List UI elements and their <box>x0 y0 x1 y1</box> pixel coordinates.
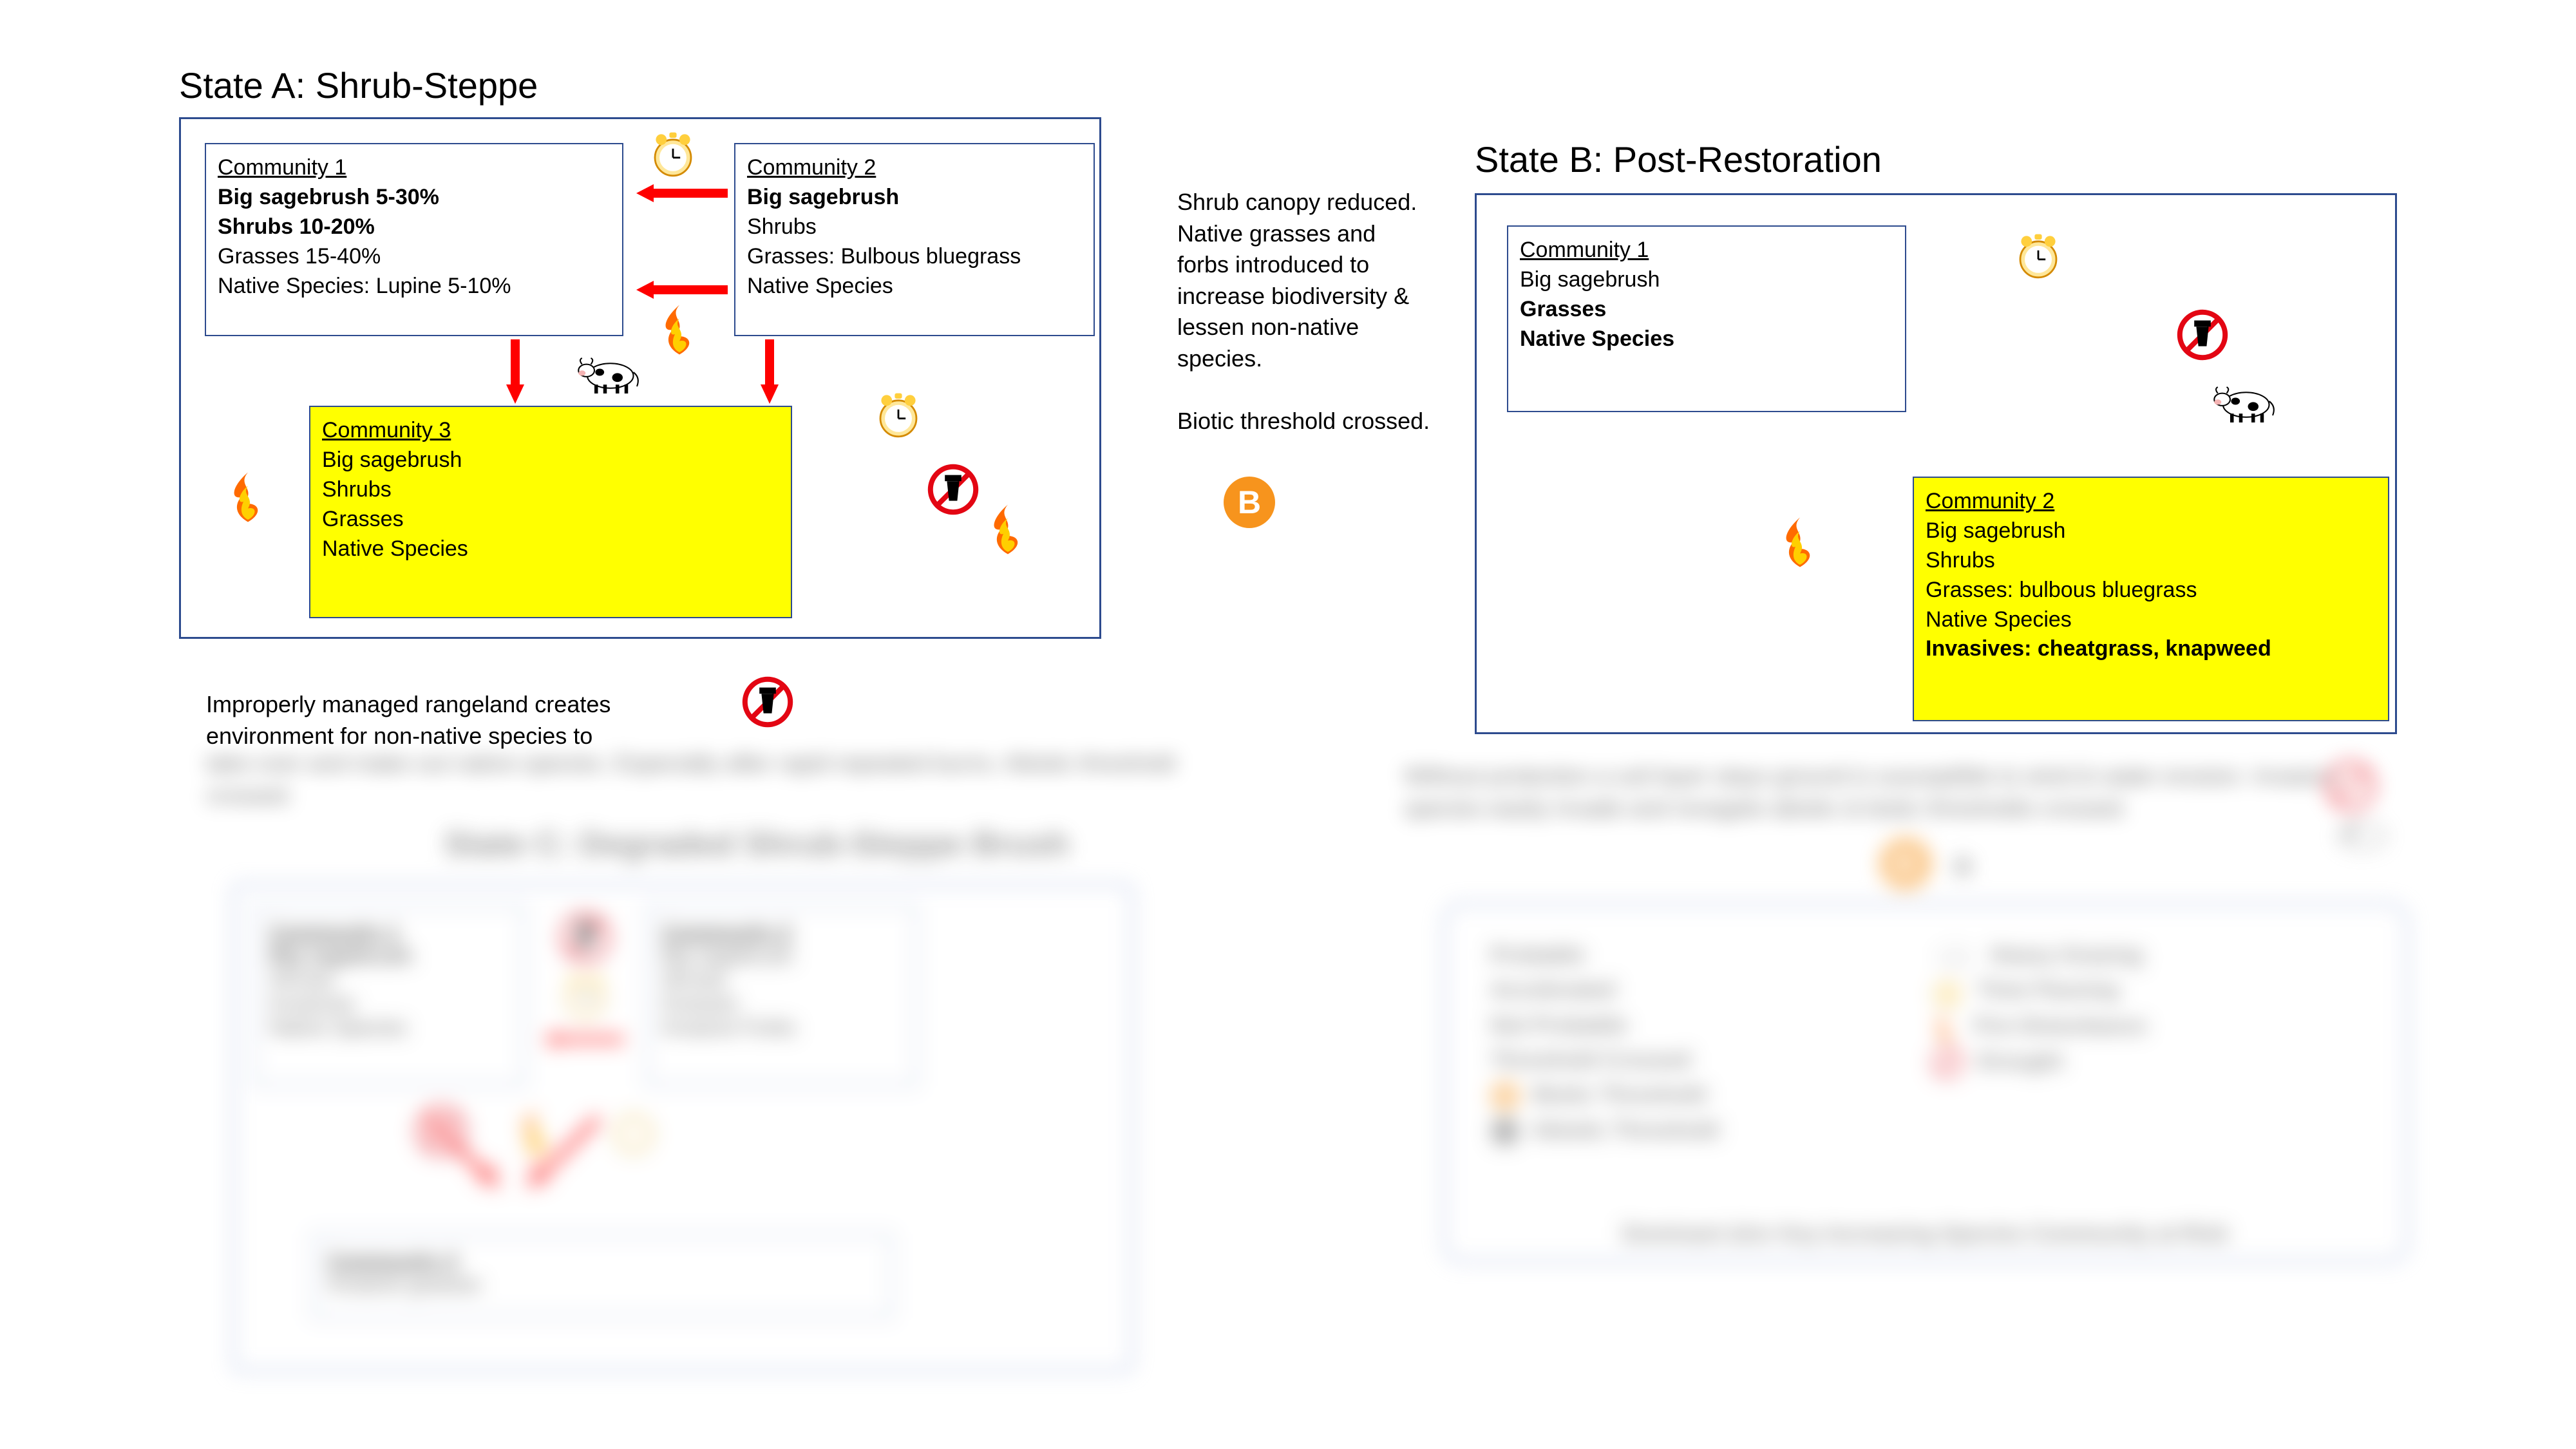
state-a-community-2: Community 2 Big sagebrush Shrubs Grasses… <box>734 143 1095 336</box>
arrow-c2-to-c1-mid <box>631 277 734 303</box>
legend-item: Probable <box>1491 938 1890 972</box>
blur-text: Without protection a soil layer stays gr… <box>1404 760 2396 825</box>
state-b-community-2: Community 2 Big sagebrush Shrubs Grasses… <box>1913 477 2389 721</box>
state-c-title: State C: Degraded Shrub-Steppe Brush <box>283 825 1230 864</box>
cow-icon <box>2209 380 2280 431</box>
community-title: Community 1 <box>1520 236 1893 265</box>
state-b-title: State B: Post-Restoration <box>1475 138 1882 180</box>
community-line: Big sagebrush <box>747 185 899 209</box>
blur-label: Grasses <box>661 992 902 1016</box>
legend-footer: Dominant &/or Key Increasing Species Com… <box>1446 1222 2405 1247</box>
community-line: Big sagebrush 5-30% <box>218 185 439 209</box>
legend-item: Abiotic Threshold <box>1491 1113 1890 1148</box>
clock-icon <box>563 970 608 1021</box>
drought-icon <box>927 464 979 515</box>
blurred-lower-left: take over and make out native species. E… <box>167 741 1230 1423</box>
community-title: Community 1 <box>218 153 611 183</box>
clock-icon <box>2016 231 2061 282</box>
text-line: forbs introduced to <box>1177 251 1369 278</box>
legend-item: Accelerated <box>1491 972 1890 1007</box>
community-line: Shrubs <box>1926 548 1995 573</box>
community-line: Grasses: bulbous bluegrass <box>1926 578 2197 602</box>
fire-icon <box>1777 515 1823 567</box>
legend-item: Not Probable <box>1491 1008 1890 1043</box>
blur-label: Big sagebrush <box>269 944 510 968</box>
blur-label: Big sagebrush <box>661 944 902 968</box>
legend-item: Heavy Grazing <box>1931 938 2318 972</box>
community-line: Grasses <box>1520 297 1606 321</box>
community-line: Big sagebrush <box>322 448 462 472</box>
arrow-c2-to-c1-top <box>631 180 734 206</box>
state-b-community-1: Community 1 Big sagebrush Grasses Native… <box>1507 225 1906 412</box>
biotic-threshold-badge-icon: B <box>1224 477 1275 528</box>
community-line: Native Species: Lupine 5-10% <box>218 274 511 298</box>
text-line: Native grasses and <box>1177 220 1376 247</box>
community-line: Native Species <box>747 274 893 298</box>
fire-icon <box>657 303 702 354</box>
community-line: Grasses <box>322 507 404 531</box>
arrow-c1-to-c3 <box>502 336 528 407</box>
community-line: Native Species <box>1520 327 1674 351</box>
blur-label: Invasives <box>269 992 510 1016</box>
blur-label: Invasive Forbs <box>661 1016 902 1039</box>
legend-item: Drought <box>1931 1044 2318 1079</box>
state-a-title: State A: Shrub-Steppe <box>179 64 538 106</box>
text-line: species. <box>1177 345 1262 372</box>
arrow-icon <box>540 1028 630 1051</box>
community-title: Community 2 <box>1926 487 2376 516</box>
community-line: Grasses 15-40% <box>218 244 381 269</box>
blur-label: Invasive grasses <box>327 1273 877 1296</box>
text-line: increase biodiversity & <box>1177 283 1409 309</box>
community-line: Grasses: Bulbous bluegrass <box>747 244 1021 269</box>
drought-icon <box>2325 760 2376 811</box>
blurred-lower-right: Without protection a soil layer stays gr… <box>1378 760 2473 1423</box>
drought-icon <box>560 912 611 963</box>
text-line: lessen non-native <box>1177 314 1359 340</box>
fire-icon <box>515 1105 560 1157</box>
blur-label: Shrubs <box>661 968 902 992</box>
drought-icon <box>742 676 793 728</box>
community-line: Shrubs 10-20% <box>218 214 375 239</box>
community-line: Shrubs <box>747 214 817 239</box>
transition-a-to-b-text: Shrub canopy reduced. Native grasses and… <box>1177 187 1448 437</box>
blur-label: Native Species <box>269 1016 510 1039</box>
biotic-threshold-badge-icon: B <box>1880 838 1931 889</box>
state-a-community-1: Community 1 Big sagebrush 5-30% Shrubs 1… <box>205 143 623 336</box>
drought-icon <box>415 1105 467 1157</box>
community-line: Native Species <box>1926 607 2072 632</box>
blur-label: Community 2 <box>661 920 902 944</box>
legend-item: Fire Disturbance <box>1931 1009 2318 1044</box>
community-line: Invasives: cheatgrass, knapweed <box>1926 636 2271 661</box>
fire-icon <box>985 502 1030 554</box>
text-line: Shrub canopy reduced. <box>1177 189 1417 215</box>
drought-icon <box>2177 309 2228 361</box>
arrow-c2-to-c3 <box>757 336 782 407</box>
community-line: Shrubs <box>322 477 392 502</box>
legend-item: B Biotic Threshold <box>1491 1077 1890 1112</box>
community-title: Community 3 <box>322 416 779 446</box>
clock-icon <box>650 129 696 180</box>
blur-label: Community 1 <box>269 920 510 944</box>
cow-icon <box>2325 811 2396 863</box>
community-line: Native Species <box>322 536 468 561</box>
fire-icon <box>225 470 270 522</box>
blur-text: take over and make out native species. E… <box>206 747 1191 812</box>
legend-item: Time Passing <box>1931 972 2318 1009</box>
text-line: Biotic threshold crossed. <box>1177 408 1430 434</box>
clock-icon <box>876 390 921 441</box>
cow-icon <box>573 351 644 402</box>
text-line: Improperly managed rangeland creates <box>206 691 611 717</box>
state-a-community-3: Community 3 Big sagebrush Shrubs Grasses… <box>309 406 792 618</box>
clock-icon <box>611 1105 656 1157</box>
legend-item: Threshold Crossed <box>1491 1043 1890 1077</box>
blur-label: Community 3 <box>327 1249 877 1273</box>
community-title: Community 2 <box>747 153 1082 183</box>
community-line: Big sagebrush <box>1926 518 2065 543</box>
community-line: Big sagebrush <box>1520 267 1660 292</box>
blur-label: Shrubs <box>269 968 510 992</box>
